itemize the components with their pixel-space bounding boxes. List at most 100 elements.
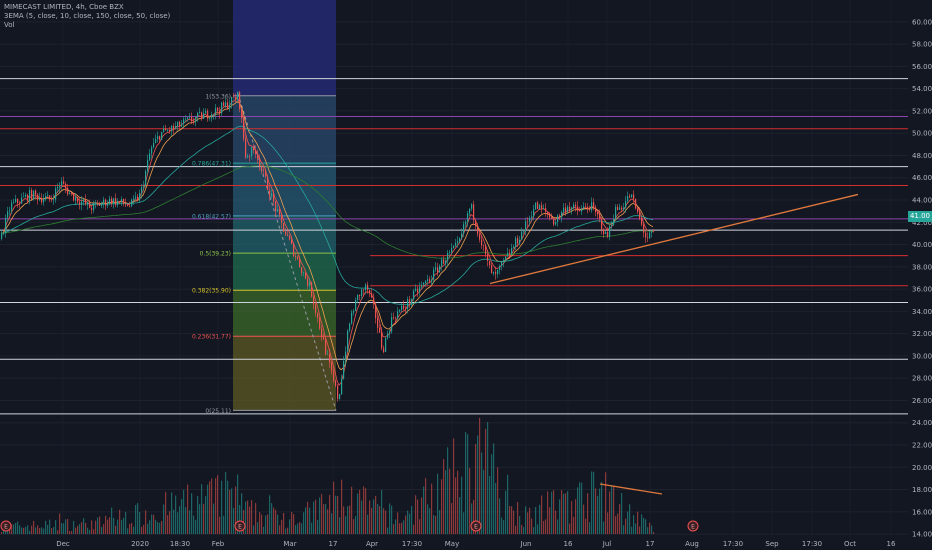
earnings-marker[interactable]: E <box>234 520 246 532</box>
volume-bar <box>353 519 355 535</box>
candle-body <box>505 256 507 261</box>
volume-bar <box>43 528 45 535</box>
volume-bar <box>351 486 353 535</box>
volume-bar <box>129 523 131 535</box>
candle-body <box>591 202 593 211</box>
volume-bar <box>115 525 117 535</box>
candle-body <box>39 197 41 200</box>
candle-body <box>473 204 475 220</box>
candle-body <box>203 113 205 119</box>
volume-bar <box>157 522 159 535</box>
candle-body <box>267 176 269 190</box>
volume-bar <box>619 504 621 535</box>
candle-body <box>423 282 425 285</box>
earnings-marker[interactable]: E <box>0 520 12 532</box>
x-tick-label: Aug <box>685 540 699 548</box>
fib-zone <box>233 163 336 216</box>
candle-body <box>69 192 71 195</box>
candle-body <box>391 317 393 332</box>
volume-bar <box>473 499 475 535</box>
y-tick-label: 44.00 <box>912 197 932 205</box>
volume-bar <box>299 522 301 535</box>
volume-bar <box>231 488 233 535</box>
candle-body <box>333 370 335 381</box>
volume-bar <box>539 504 541 535</box>
volume-bar <box>99 516 101 535</box>
earnings-marker-label: E <box>691 524 695 531</box>
candle-body <box>575 204 577 207</box>
candle-body <box>107 203 109 206</box>
candle-body <box>365 284 367 291</box>
candle-body <box>469 208 471 214</box>
candle-body <box>337 385 339 399</box>
candle-body <box>389 331 391 334</box>
candle-body <box>63 181 65 184</box>
candle-body <box>437 267 439 273</box>
y-tick-label: 42.00 <box>912 219 932 227</box>
candle-body <box>45 196 47 200</box>
candle-body <box>405 308 407 310</box>
volume-bar <box>143 524 145 535</box>
volume-bar <box>327 509 329 535</box>
candle-body <box>177 121 179 127</box>
candle-body <box>371 293 373 298</box>
x-tick-label: 17:30 <box>402 540 422 548</box>
candle-body <box>341 378 343 395</box>
candle-body <box>315 304 317 313</box>
candle-body <box>325 339 327 355</box>
volume-bar <box>47 524 49 535</box>
volume-bar <box>309 507 311 535</box>
candle-body <box>173 125 175 129</box>
candle-body <box>343 360 345 379</box>
candle-body <box>395 317 397 319</box>
candle-body <box>199 112 201 113</box>
candle-body <box>537 202 539 210</box>
candle-body <box>35 190 37 195</box>
volume-bar <box>385 510 387 535</box>
y-tick-label: 22.00 <box>912 442 932 450</box>
candle-body <box>241 108 243 118</box>
volume-bar <box>55 520 57 535</box>
volume-bar <box>159 522 161 535</box>
candle-body <box>209 118 211 119</box>
volume-bar <box>363 486 365 535</box>
candle-body <box>353 310 355 313</box>
candle-body <box>1 233 3 239</box>
earnings-marker-circle <box>0 520 12 532</box>
volume-bar <box>303 512 305 535</box>
volume-bar <box>217 475 219 535</box>
earnings-marker[interactable]: E <box>687 520 699 532</box>
volume-bar <box>195 519 197 535</box>
candle-body <box>605 232 607 235</box>
volume-bar <box>549 507 551 535</box>
volume-bar <box>563 493 565 535</box>
volume-bar <box>397 512 399 535</box>
candle-body <box>513 246 515 249</box>
volume-bar <box>527 512 529 535</box>
volume-bar <box>151 514 153 535</box>
volume-bar <box>631 526 633 535</box>
volume-bar <box>315 499 317 535</box>
volume-bar <box>101 526 103 535</box>
volume-bar <box>491 454 493 535</box>
candle-body <box>617 207 619 210</box>
volume-bar <box>51 528 53 535</box>
volume-bar <box>459 497 461 535</box>
candle-body <box>33 190 35 200</box>
candle-body <box>561 212 563 218</box>
candle-body <box>133 198 135 200</box>
x-tick-label: 16 <box>564 540 573 548</box>
candle-body <box>559 215 561 218</box>
volume-bar <box>229 489 231 535</box>
earnings-marker[interactable]: E <box>470 520 482 532</box>
volume-bar <box>161 520 163 535</box>
candle-body <box>533 209 535 217</box>
candle-body <box>227 102 229 109</box>
candle-body <box>461 233 463 239</box>
volume-bar <box>555 510 557 535</box>
volume-bar <box>505 490 507 535</box>
fib-diagonal <box>237 93 337 411</box>
y-tick-label: 28.00 <box>912 375 932 383</box>
